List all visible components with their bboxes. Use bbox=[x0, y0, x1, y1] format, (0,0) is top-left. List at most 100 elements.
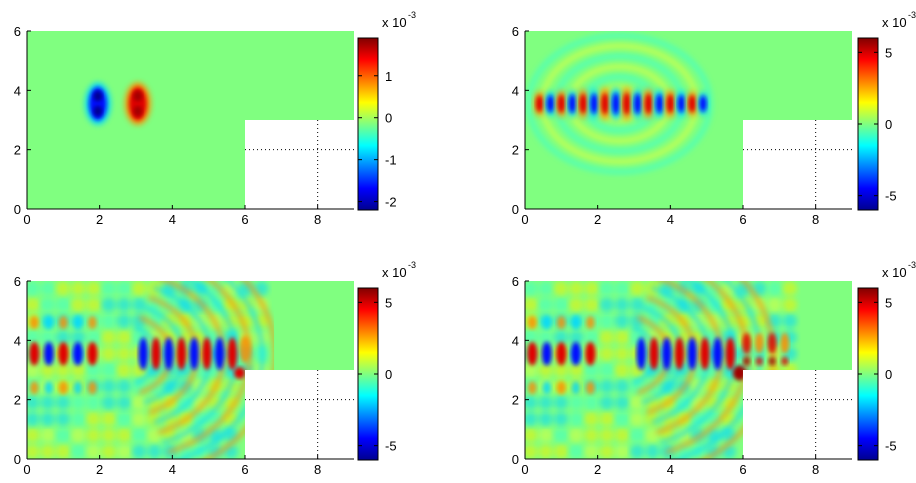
field-blob bbox=[568, 411, 584, 427]
field-blob bbox=[781, 356, 789, 366]
field-blob bbox=[176, 337, 187, 370]
field-blob bbox=[27, 330, 40, 345]
field-blob bbox=[584, 428, 599, 443]
x-tick-label: 4 bbox=[667, 212, 674, 227]
field-blob bbox=[636, 337, 646, 370]
colorbar-tick-label: 1 bbox=[385, 69, 392, 84]
field-blob bbox=[586, 316, 595, 330]
field-blob bbox=[132, 428, 147, 443]
y-tick-label: 6 bbox=[14, 24, 21, 39]
x-tick-label: 8 bbox=[314, 462, 321, 477]
field-blob bbox=[527, 316, 537, 330]
field-blob bbox=[674, 337, 685, 370]
field-blob bbox=[40, 362, 55, 378]
field-blob bbox=[630, 281, 645, 296]
field-blob bbox=[538, 428, 553, 443]
field-blob bbox=[688, 95, 696, 113]
field-blob bbox=[189, 337, 199, 370]
field bbox=[526, 32, 713, 175]
field-blob bbox=[73, 381, 83, 395]
field-blob bbox=[55, 362, 71, 378]
colorbar-tick-label: -5 bbox=[385, 439, 397, 454]
field-blob bbox=[553, 330, 569, 345]
x-tick-label: 2 bbox=[594, 462, 601, 477]
field-blob bbox=[599, 411, 615, 427]
field-blob bbox=[725, 337, 736, 370]
field-blob bbox=[29, 316, 39, 330]
field-blob bbox=[553, 395, 569, 410]
field-blob bbox=[599, 346, 615, 361]
y-tick-label: 0 bbox=[14, 202, 21, 217]
field-blob bbox=[88, 316, 97, 330]
field-blob bbox=[645, 444, 660, 459]
colorbar-tick-label: 5 bbox=[885, 45, 892, 60]
field-blob bbox=[525, 362, 538, 378]
field-blob bbox=[86, 411, 101, 427]
field-blob bbox=[644, 93, 653, 114]
y-tick-label: 0 bbox=[14, 452, 21, 467]
field-blob bbox=[630, 297, 645, 312]
colorbar-scale-exponent: -3 bbox=[908, 10, 916, 20]
field-blob bbox=[132, 281, 147, 296]
field-blob bbox=[584, 362, 599, 378]
y-tick-label: 4 bbox=[14, 83, 21, 98]
y-tick-label: 2 bbox=[14, 393, 21, 408]
y-tick-label: 4 bbox=[512, 83, 519, 98]
field-blob bbox=[27, 395, 40, 410]
field-blob bbox=[86, 297, 101, 312]
field-blob bbox=[599, 444, 615, 459]
y-tick-label: 6 bbox=[14, 274, 21, 289]
field-blob bbox=[623, 92, 631, 115]
field-blob bbox=[666, 94, 674, 113]
colorbar-tick-label: 0 bbox=[885, 367, 892, 382]
field-blob bbox=[133, 90, 143, 102]
field-blob bbox=[70, 395, 86, 410]
field-blob bbox=[44, 381, 54, 395]
field-blob bbox=[614, 395, 630, 410]
field-blob bbox=[525, 330, 538, 345]
field-blob bbox=[55, 411, 71, 427]
field-blob bbox=[525, 281, 538, 296]
field bbox=[84, 82, 151, 126]
x-tick-label: 0 bbox=[521, 212, 528, 227]
field-arc bbox=[669, 281, 763, 459]
field-blob bbox=[568, 428, 584, 443]
field-blob bbox=[525, 395, 538, 410]
field-blob bbox=[116, 346, 132, 361]
field-blob bbox=[27, 297, 40, 312]
colorbar-scale-label: x 10 bbox=[882, 265, 907, 280]
y-tick-label: 2 bbox=[512, 393, 519, 408]
field-blob bbox=[70, 444, 86, 459]
y-tick-label: 4 bbox=[14, 333, 21, 348]
field-blob bbox=[767, 281, 782, 296]
field-blob bbox=[234, 367, 245, 379]
field-blob bbox=[70, 281, 86, 296]
field-blob bbox=[634, 93, 642, 115]
field-blob bbox=[782, 313, 798, 329]
field-blob bbox=[568, 362, 584, 378]
field-blob bbox=[553, 444, 569, 459]
field-blob bbox=[86, 330, 101, 345]
field-blob bbox=[584, 281, 599, 296]
field-blob bbox=[27, 411, 40, 427]
field-blob bbox=[40, 281, 55, 296]
field-blob bbox=[40, 428, 55, 443]
x-tick-label: 2 bbox=[96, 462, 103, 477]
field-arc bbox=[171, 281, 265, 459]
colorbar bbox=[357, 37, 379, 211]
heatmap-panel-4: 0 2 4 6 8 0 2 4 6 -5 0 5 x 10 -3 bbox=[512, 260, 916, 477]
field-blob bbox=[55, 395, 71, 410]
x-tick-label: 4 bbox=[667, 462, 674, 477]
field-blob bbox=[227, 337, 238, 370]
field-blob bbox=[132, 395, 147, 410]
field-blob bbox=[40, 444, 55, 459]
colorbar-scale-exponent: -3 bbox=[908, 260, 916, 270]
field-blob bbox=[700, 337, 710, 370]
field-blob bbox=[254, 281, 269, 296]
unreached-region bbox=[808, 281, 852, 370]
field-blob bbox=[542, 316, 552, 330]
domain-region bbox=[27, 31, 354, 209]
field-blob bbox=[116, 411, 132, 427]
y-tick-label: 6 bbox=[512, 24, 519, 39]
field-blob bbox=[70, 411, 86, 427]
